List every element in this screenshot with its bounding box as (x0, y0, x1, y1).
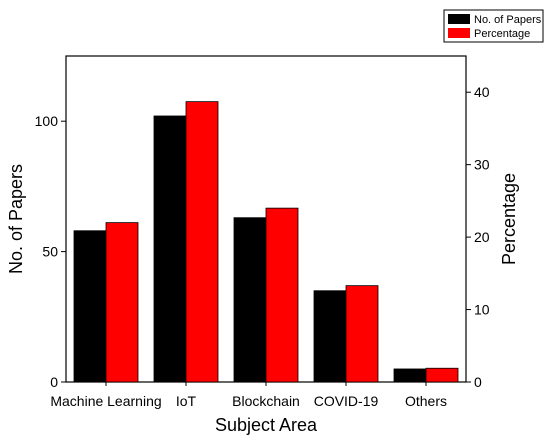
right-tick-label: 10 (474, 302, 490, 318)
bars-group (73, 101, 459, 383)
legend-swatch-percentage (448, 28, 470, 38)
left-tick-label: 50 (42, 244, 58, 260)
y-axis-title: No. of Papers (6, 164, 26, 274)
bar-papers (393, 368, 427, 383)
bar-percentage (425, 367, 459, 383)
x-axis-tick-labels: Machine Learning IoT Blockchain COVID-19 Oth… (50, 382, 447, 409)
x-axis-title: Subject Area (215, 415, 318, 435)
bar-papers (313, 290, 347, 383)
bar-percentage (345, 285, 379, 383)
left-tick-label: 100 (35, 113, 59, 129)
legend: No. of Papers Percentage (443, 9, 544, 43)
bar-percentage (185, 101, 219, 383)
bar-papers (153, 115, 187, 383)
legend-label-papers: No. of Papers (474, 14, 542, 26)
x-tick-label: Blockchain (232, 393, 300, 409)
bar-papers (233, 217, 267, 383)
x-tick-label: Others (405, 393, 447, 409)
left-tick-label: 0 (50, 374, 58, 390)
right-axis-ticks: 0 10 20 30 40 (466, 84, 490, 390)
x-tick-label: COVID-19 (314, 393, 379, 409)
bar-percentage (265, 207, 299, 383)
y2-axis-title: Percentage (499, 173, 519, 265)
x-tick-label: IoT (176, 393, 197, 409)
bar-papers (73, 230, 107, 383)
legend-label-percentage: Percentage (474, 28, 530, 40)
x-tick-label: Machine Learning (50, 393, 161, 409)
right-tick-label: 40 (474, 84, 490, 100)
right-tick-label: 30 (474, 157, 490, 173)
right-tick-label: 0 (474, 374, 482, 390)
right-tick-label: 20 (474, 229, 490, 245)
bar-percentage (105, 222, 139, 383)
legend-swatch-papers (448, 14, 470, 24)
left-axis-ticks: 0 50 100 (35, 113, 66, 390)
